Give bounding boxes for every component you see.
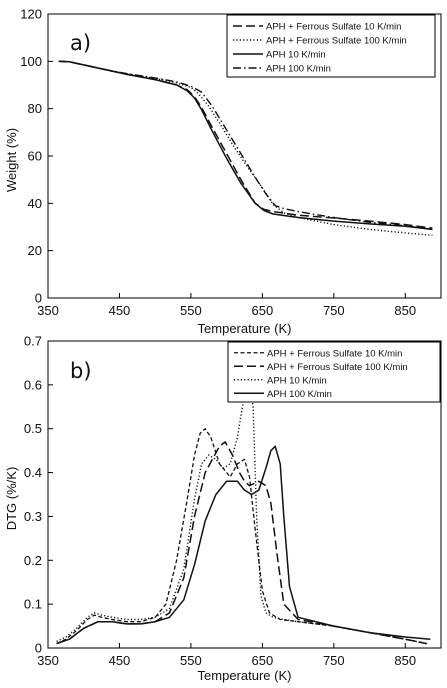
plot-frame [47, 340, 442, 649]
legend-label: APH + Ferrous Sulfate 100 K/min [267, 362, 408, 373]
x-tick-label: 550 [180, 303, 202, 318]
y-tick-label: 100 [20, 54, 42, 69]
legend-box [227, 341, 441, 403]
panel-label: b) [70, 359, 92, 383]
y-tick-label: 0.6 [24, 377, 42, 392]
y-axis-label: Weight (%) [4, 128, 19, 192]
y-axis-label: DTG (%/K) [4, 467, 19, 531]
series-lines [58, 60, 433, 236]
legend-label: APH + Ferrous Sulfate 10 K/min [266, 22, 401, 33]
series-line-1 [58, 60, 433, 229]
y-tick-label: 40 [28, 196, 42, 211]
x-tick-label: 850 [394, 653, 416, 668]
axis-ticks: 350 450 550 650 750 850 0 0.1 0.2 0.3 0.4 0.5 0.6 0.7 [24, 334, 416, 669]
series-line-1 [56, 428, 427, 645]
legend-label: APH 10 K/min [267, 375, 327, 386]
x-tick-label: 450 [109, 303, 131, 318]
panel-label: a) [70, 31, 91, 55]
y-tick-label: 0 [35, 291, 42, 306]
y-tick-label: 120 [20, 7, 42, 22]
y-tick-label: 0.2 [24, 553, 42, 568]
x-axis-label: Temperature (K) [198, 668, 292, 683]
x-tick-label: 850 [394, 303, 416, 318]
legend-label: APH + Ferrous Sulfate 100 K/min [266, 36, 407, 47]
x-axis-label: Temperature (K) [198, 321, 292, 336]
y-tick-label: 80 [28, 101, 42, 116]
series-line-2 [56, 441, 427, 645]
y-tick-label: 0.7 [24, 334, 42, 349]
legend-label: APH 100 K/min [267, 389, 332, 400]
series-lines [56, 384, 431, 645]
x-tick-label: 750 [323, 653, 345, 668]
x-tick-label: 650 [252, 653, 274, 668]
legend-label: APH 100 K/min [266, 64, 331, 75]
dtg-chart: 350 450 550 650 750 850 0 0.1 0.2 0.3 0.4 0.5 0.6 0.7… [4, 334, 442, 683]
weight-chart: 350 450 550 650 750 850 0 20 40 60 80 100 120 a) Tem… [4, 7, 442, 336]
x-tick-label: 350 [37, 303, 59, 318]
axis-ticks: 350 450 550 650 750 850 0 20 40 60 80 100 120 [20, 7, 416, 319]
y-tick-label: 0.3 [24, 509, 42, 524]
legend: APH + Ferrous Sulfate 10 K/min APH + Ferr… [226, 14, 436, 78]
series-line-4 [56, 445, 431, 645]
x-tick-label: 750 [323, 303, 345, 318]
series-line-2 [58, 60, 433, 236]
y-tick-label: 0.1 [24, 597, 42, 612]
y-tick-label: 0.5 [24, 421, 42, 436]
legend-label: APH 10 K/min [266, 50, 326, 61]
series-line-4 [58, 60, 433, 231]
y-tick-label: 20 [28, 243, 42, 258]
x-tick-label: 550 [180, 653, 202, 668]
y-tick-label: 0.4 [24, 465, 42, 480]
series-line-3 [56, 384, 427, 645]
series-line-3 [58, 60, 433, 231]
x-tick-label: 350 [37, 653, 59, 668]
y-tick-label: 60 [28, 149, 42, 164]
x-tick-label: 450 [109, 653, 131, 668]
legend: APH + Ferrous Sulfate 10 K/min APH + Ferr… [227, 341, 441, 403]
y-tick-label: 0 [35, 641, 42, 656]
x-tick-label: 650 [252, 303, 274, 318]
legend-label: APH + Ferrous Sulfate 10 K/min [267, 348, 402, 359]
